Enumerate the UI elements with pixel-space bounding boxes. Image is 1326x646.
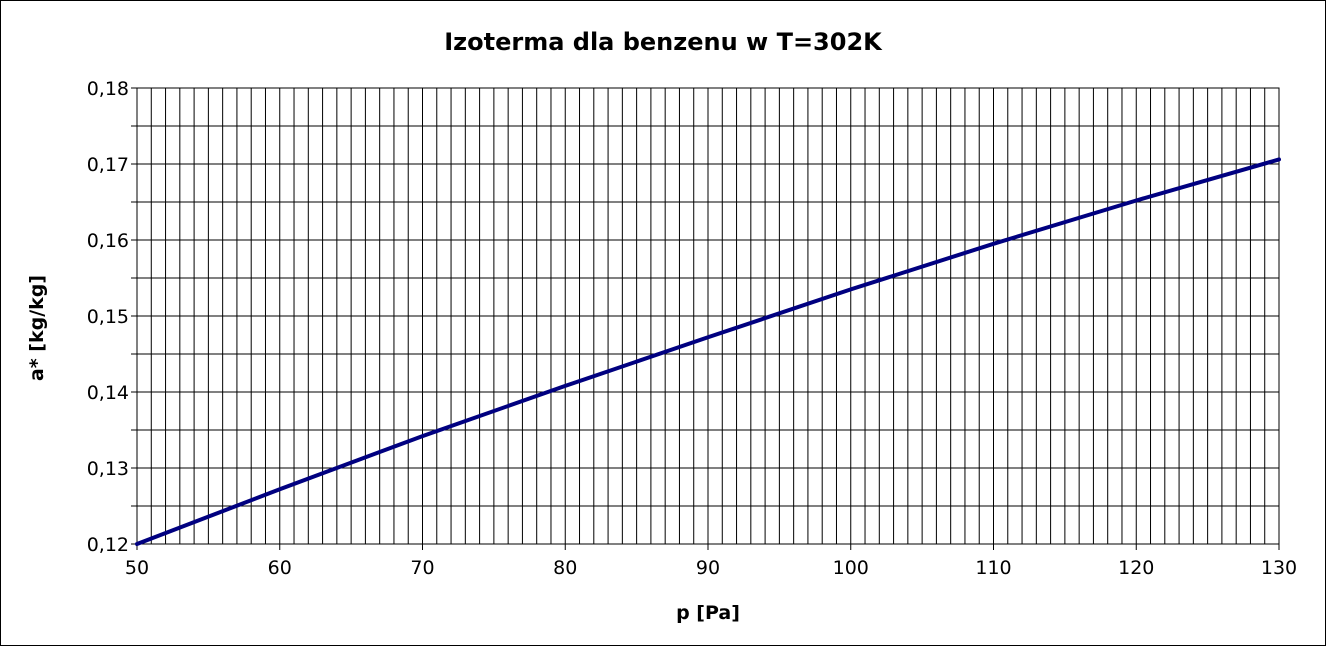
y-axis-title: a* [kg/kg] — [26, 275, 48, 381]
x-tick-labels: 50 60 70 80 90 100 110 120 130 — [125, 557, 1297, 579]
grid — [137, 88, 1279, 544]
x-tick-label: 90 — [696, 557, 720, 579]
x-tick-label: 130 — [1261, 557, 1297, 579]
chart-title: Izoterma dla benzenu w T=302K — [444, 28, 883, 56]
series-line — [135, 157, 1281, 546]
y-tick-label: 0,18 — [87, 78, 129, 100]
y-tick-label: 0,13 — [87, 458, 129, 480]
y-tick-label: 0,14 — [87, 382, 129, 404]
x-tick-label: 50 — [125, 557, 149, 579]
x-tick-label: 60 — [268, 557, 292, 579]
y-tick-label: 0,12 — [87, 534, 129, 556]
x-tick-label: 120 — [1118, 557, 1154, 579]
y-tick-labels: 0,12 0,13 0,14 0,15 0,16 0,17 0,18 — [87, 78, 129, 556]
x-tick-label: 80 — [553, 557, 577, 579]
x-tick-label: 110 — [975, 557, 1011, 579]
y-tick-label: 0,16 — [87, 230, 129, 252]
x-tick-label: 100 — [833, 557, 869, 579]
x-tick-label: 70 — [410, 557, 434, 579]
y-tick-label: 0,15 — [87, 306, 129, 328]
y-tick-label: 0,17 — [87, 154, 129, 176]
x-axis-title: p [Pa] — [676, 602, 740, 624]
